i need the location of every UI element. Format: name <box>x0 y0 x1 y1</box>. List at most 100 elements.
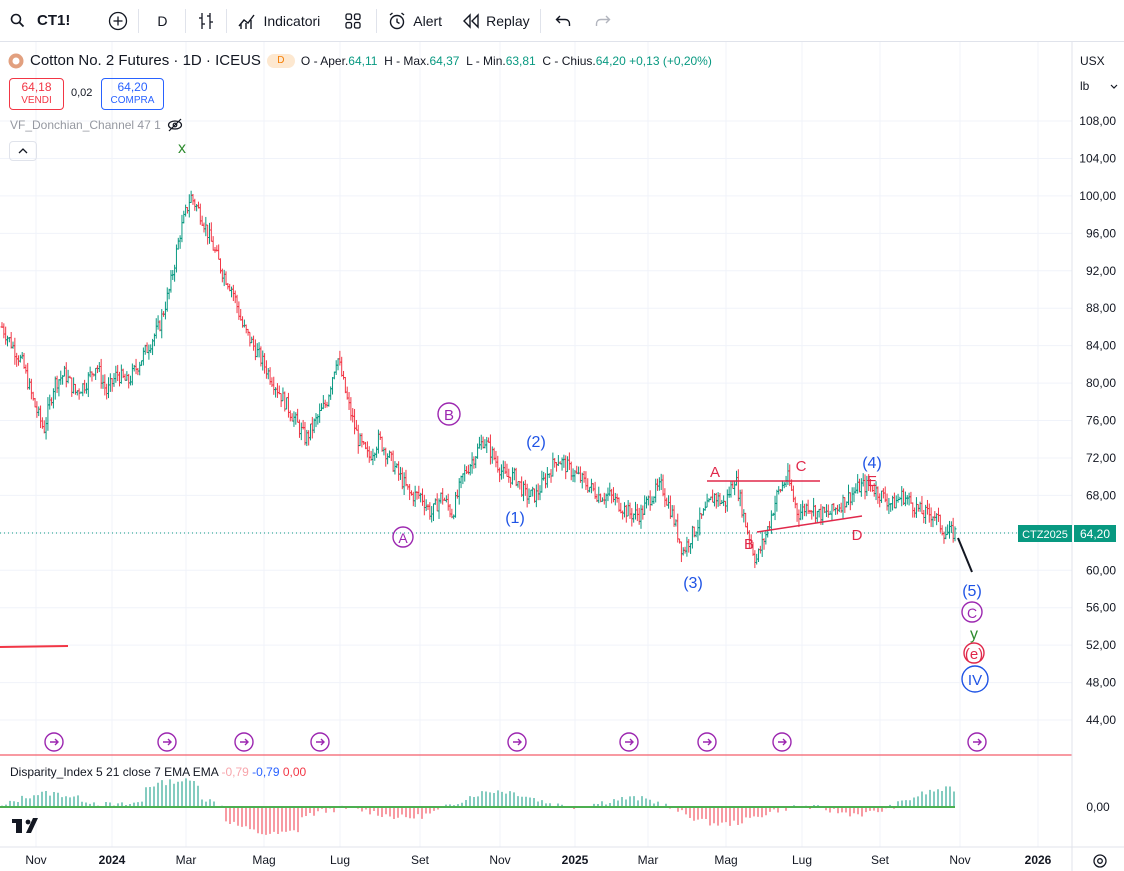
rewind-icon <box>463 12 479 29</box>
sub-scale-tick: 0,00 <box>1086 800 1110 814</box>
event-marker-icon[interactable] <box>310 732 330 752</box>
price-tick-label: 84,00 <box>1086 339 1116 353</box>
price-tick-label: 72,00 <box>1086 451 1116 465</box>
search-icon <box>10 13 25 28</box>
event-marker-icon[interactable] <box>619 732 639 752</box>
templates-button[interactable] <box>330 0 376 42</box>
buy-button[interactable]: 64,20 COMPRA <box>101 78 164 110</box>
interval-button[interactable]: D <box>139 0 185 42</box>
price-tick-label: 108,00 <box>1079 114 1116 128</box>
spread-value: 0,02 <box>71 87 93 99</box>
time-tick-label: 2025 <box>562 853 589 867</box>
event-marker-icon[interactable] <box>697 732 717 752</box>
symbol-search[interactable]: CT1! <box>0 0 80 42</box>
wave-circle-e <box>963 642 985 664</box>
top-toolbar: CT1! D Indicatori Alert Replay <box>0 0 1124 42</box>
last-price-tag <box>1074 525 1116 542</box>
price-tick-label: 92,00 <box>1086 264 1116 278</box>
time-axis[interactable]: Nov 2024 Mar Mag Lug Set Nov 2025 Mar Mag Lug Set No… <box>25 853 1051 867</box>
time-tick-label: Nov <box>489 853 510 867</box>
wave-label-iv: IV <box>968 672 982 689</box>
wave-label-1: (1) <box>505 510 525 527</box>
time-tick-label: Mar <box>638 853 659 867</box>
ohlc-values: O - Aper.64,11 H - Max.64,37 L - Min.63,… <box>300 53 712 68</box>
price-tick-label: 52,00 <box>1086 638 1116 652</box>
unit-select[interactable]: lb <box>1075 75 1123 97</box>
price-bars <box>0 190 957 569</box>
sub-indicator-name: Disparity_Index 5 21 close 7 EMA EMA <box>10 765 219 779</box>
alert-label: Alert <box>413 12 443 29</box>
event-marker-icon[interactable] <box>234 732 254 752</box>
redo-button[interactable] <box>585 0 621 42</box>
divider <box>539 8 541 33</box>
time-tick-label: Set <box>411 853 430 867</box>
chart-type-button[interactable] <box>186 0 226 42</box>
time-tick-label: Lug <box>330 853 350 867</box>
wave-circle-b <box>437 402 461 426</box>
collapse-legend-button[interactable] <box>9 141 37 161</box>
triangle-label-c: C <box>796 458 807 475</box>
sell-button[interactable]: 64,18 VENDI <box>9 78 64 110</box>
time-tick-label: Mar <box>176 853 197 867</box>
price-scale-ticks: 108,00 104,00 100,00 96,00 92,00 88,00 84,00 80… <box>1079 114 1116 727</box>
undo-button[interactable] <box>541 0 585 42</box>
add-symbol-icon <box>109 11 128 30</box>
red-line-drawing <box>0 645 69 648</box>
divider <box>226 8 228 33</box>
triangle-label-d: D <box>852 527 863 544</box>
buy-price: 64,20 <box>117 80 148 94</box>
sub-indicator-value-3: 0,00 <box>282 765 307 779</box>
redo-icon <box>595 15 611 26</box>
disparity-histogram <box>1 778 955 835</box>
divider <box>138 8 140 33</box>
time-tick-label: Lug <box>792 853 812 867</box>
wave-label-a-circled: A <box>398 530 408 546</box>
indicator-legend[interactable]: VF_Donchian_Channel 47 1 <box>10 118 183 132</box>
currency-select[interactable]: USX <box>1075 50 1123 72</box>
sell-price: 64,18 <box>21 80 52 94</box>
event-marker-icon[interactable] <box>44 732 64 752</box>
vertical-gridlines <box>35 42 1039 847</box>
triangle-label-b: B <box>744 536 754 553</box>
buy-label: COMPRA <box>110 95 155 106</box>
price-scale[interactable] <box>1072 42 1124 871</box>
hidden-eye-icon[interactable] <box>167 118 183 132</box>
time-tick-label: 2026 <box>1025 853 1052 867</box>
price-tick-label: 44,00 <box>1086 713 1116 727</box>
symbol-title[interactable]: Cotton No. 2 Futures · 1D · ICEUS <box>30 52 261 69</box>
indicators-icon <box>238 14 256 29</box>
event-marker-icon[interactable] <box>157 732 177 752</box>
event-marker-icon[interactable] <box>967 732 987 752</box>
time-tick-label: Set <box>871 853 890 867</box>
replay-button[interactable]: Replay <box>452 0 540 42</box>
time-tick-label: Nov <box>25 853 46 867</box>
indicators-button[interactable]: Indicatori <box>227 0 330 42</box>
price-tick-label: 100,00 <box>1079 189 1116 203</box>
price-tick-label: 48,00 <box>1086 676 1116 690</box>
wave-circle-a <box>392 526 414 548</box>
price-tick-label: 104,00 <box>1079 151 1116 165</box>
wave-circle-c <box>961 601 983 623</box>
event-marker-icon[interactable] <box>507 732 527 752</box>
event-markers <box>44 732 987 752</box>
price-tick-label: 68,00 <box>1086 488 1116 502</box>
sell-label: VENDI <box>21 95 52 106</box>
wave-label-3: (3) <box>683 575 703 592</box>
settings-icon[interactable] <box>1093 854 1107 868</box>
undo-icon <box>555 15 570 26</box>
unit-label: lb <box>1080 79 1090 93</box>
wave-label-c-circled: C <box>967 605 977 621</box>
horizontal-gridlines <box>0 120 1072 721</box>
delayed-badge[interactable]: D <box>266 53 295 68</box>
indicator-name: VF_Donchian_Channel 47 1 <box>10 118 161 132</box>
compare-button[interactable] <box>98 0 138 42</box>
triangle-label-e: E <box>867 473 877 490</box>
event-marker-icon[interactable] <box>772 732 792 752</box>
alert-button[interactable]: Alert <box>377 0 452 42</box>
divider <box>376 8 378 33</box>
alarm-clock-icon <box>389 11 405 29</box>
price-tick-label: 60,00 <box>1086 563 1116 577</box>
price-tick-label: 80,00 <box>1086 376 1116 390</box>
sub-indicator-legend[interactable]: Disparity_Index 5 21 close 7 EMA EMA -0,… <box>10 765 306 779</box>
price-chart[interactable]: x B A (2) (1) (3) (4) (5) A B C D E C y … <box>0 42 1124 871</box>
